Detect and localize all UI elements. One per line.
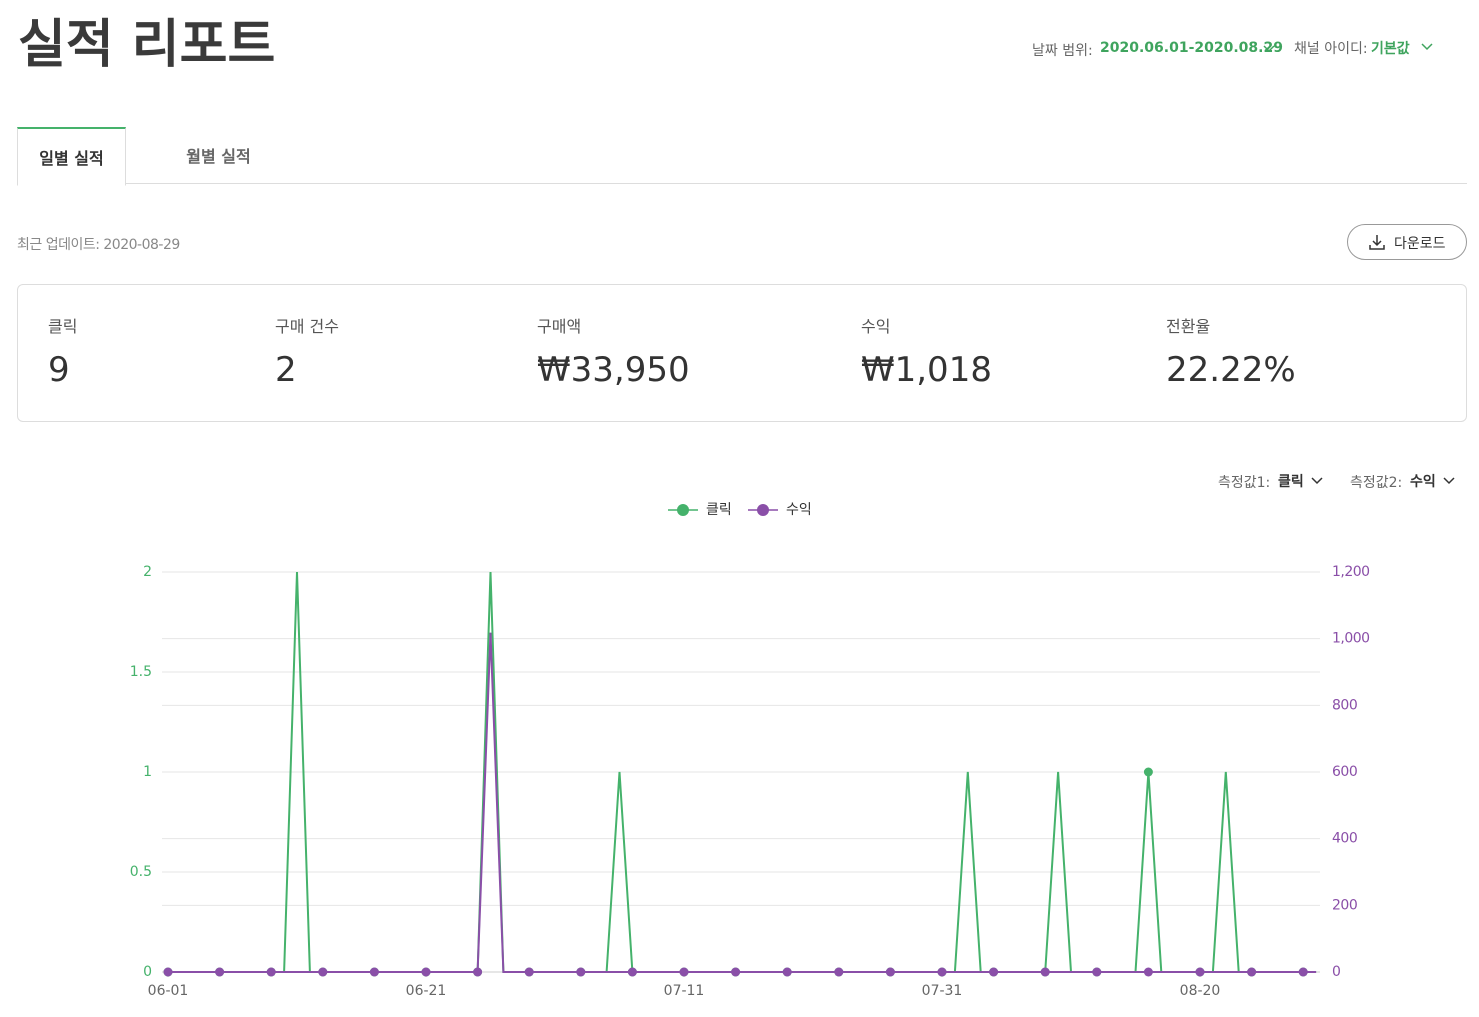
summary-card — [17, 284, 1467, 422]
point — [937, 967, 947, 977]
point — [782, 967, 792, 977]
metric-label: 구매액 — [537, 317, 582, 336]
legend-marker — [757, 504, 769, 516]
legend-label: 수익 — [786, 502, 812, 518]
point — [989, 967, 999, 977]
series-line — [168, 632, 1317, 973]
chevron — [1421, 43, 1433, 51]
metric-label: 수익 — [861, 317, 891, 336]
x-tick-label: 07-31 — [922, 983, 963, 999]
measure-value[interactable]: 클릭 — [1278, 474, 1304, 490]
point — [834, 967, 844, 977]
y-tick-label: 1.5 — [130, 664, 152, 680]
x-tick-label: 07-11 — [664, 983, 705, 999]
point — [1195, 967, 1205, 977]
y2-tick-label: 600 — [1332, 764, 1357, 780]
download-icon — [1369, 235, 1385, 250]
y-tick-label: 0 — [143, 964, 152, 980]
y-tick-label: 0.5 — [130, 864, 152, 880]
point — [266, 967, 276, 977]
point — [627, 967, 637, 977]
y-tick-label: 2 — [143, 564, 152, 580]
y2-tick-label: 1,000 — [1332, 631, 1370, 647]
y2-tick-label: 1,200 — [1332, 564, 1370, 580]
metric-value: 9 — [48, 350, 70, 390]
point — [731, 967, 741, 977]
x-tick-label: 06-01 — [148, 983, 189, 999]
metric-value: 2 — [275, 350, 297, 390]
point — [1298, 967, 1308, 977]
point — [679, 967, 689, 977]
download-button[interactable]: 다운로드 — [1347, 224, 1467, 260]
point — [473, 967, 483, 977]
metric-label: 전환율 — [1166, 317, 1211, 336]
point — [421, 967, 431, 977]
point — [163, 967, 173, 977]
point — [1092, 967, 1102, 977]
point — [369, 967, 379, 977]
chevron — [1311, 477, 1323, 485]
point — [885, 967, 895, 977]
point — [215, 967, 225, 977]
measure-label: 측정값1: — [1218, 475, 1271, 491]
point — [576, 967, 586, 977]
point — [318, 967, 328, 977]
metric-value: 22.22% — [1166, 350, 1296, 390]
legend-marker — [677, 504, 689, 516]
tab-active[interactable]: 일별 실적 — [17, 127, 126, 186]
point — [1143, 767, 1153, 777]
point — [1143, 967, 1153, 977]
measure-value[interactable]: 수익 — [1410, 474, 1436, 490]
tab[interactable]: 월별 실적 — [186, 147, 251, 166]
channel[interactable]: 기본값 — [1371, 41, 1410, 57]
y2-tick-label: 200 — [1332, 897, 1357, 913]
x-tick-label: 08-20 — [1180, 983, 1221, 999]
metric-label: 구매 건수 — [275, 317, 339, 336]
point — [1040, 967, 1050, 977]
chevron — [1263, 45, 1275, 53]
chart: 0 0.5 1 1.5 2 0 200 400 600 800 1,000 1,200 06-01 06-… — [130, 502, 1370, 999]
tab-divider — [17, 183, 1467, 184]
metric-label: 클릭 — [48, 317, 78, 336]
y2-tick-label: 800 — [1332, 697, 1357, 713]
point — [1247, 967, 1257, 977]
y2-tick-label: 0 — [1332, 964, 1340, 980]
download-label: 다운로드 — [1394, 236, 1446, 252]
date-range-label: 날짜 범위: — [1032, 43, 1093, 59]
metric-value: ₩33,950 — [537, 350, 690, 390]
channel-label: 채널 아이디: — [1294, 41, 1368, 57]
point — [524, 967, 534, 977]
measure-label: 측정값2: — [1350, 475, 1403, 491]
y2-tick-label: 400 — [1332, 831, 1357, 847]
legend-label: 클릭 — [706, 502, 732, 518]
chevron — [1443, 477, 1455, 485]
metric-value: ₩1,018 — [861, 350, 992, 390]
y-tick-label: 1 — [143, 764, 152, 780]
last-update: 최근 업데이트: 2020-08-29 — [17, 237, 180, 253]
x-tick-label: 06-21 — [406, 983, 447, 999]
page-title: 실적 리포트 — [18, 15, 276, 75]
date-range[interactable]: 2020.06.01-2020.08.29 — [1100, 40, 1283, 56]
